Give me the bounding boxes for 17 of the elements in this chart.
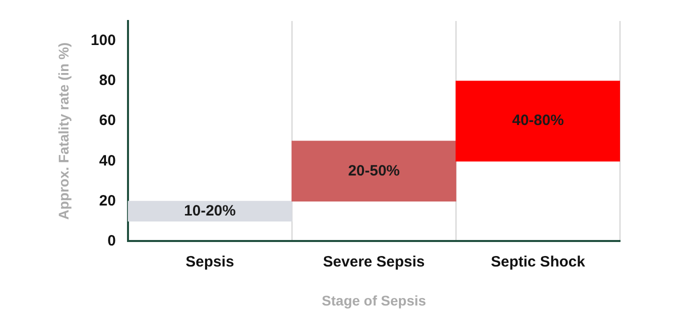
x-tick-label: Severe Sepsis [323, 253, 425, 270]
bar [128, 200, 292, 222]
y-tick-label: 80 [99, 72, 116, 90]
annotation: 10-20% [184, 202, 236, 220]
x-tick-label: Sepsis [186, 253, 234, 270]
y-tick-label: 20 [99, 192, 116, 210]
y-tick-label: 40 [99, 152, 116, 170]
x-axis-title: Stage of Sepsis [322, 292, 426, 308]
annotation: 20-50% [348, 162, 400, 180]
y-tick-label: 0 [107, 232, 116, 250]
bar [292, 140, 456, 202]
y-tick-label: 60 [99, 112, 116, 130]
annotation: 40-80% [512, 112, 564, 130]
y-tick-label: 100 [90, 32, 116, 50]
x-tick-label: Septic Shock [490, 253, 586, 270]
y-axis-title: Approx. Fatality rate (in %) [55, 42, 72, 220]
bar [456, 80, 620, 162]
